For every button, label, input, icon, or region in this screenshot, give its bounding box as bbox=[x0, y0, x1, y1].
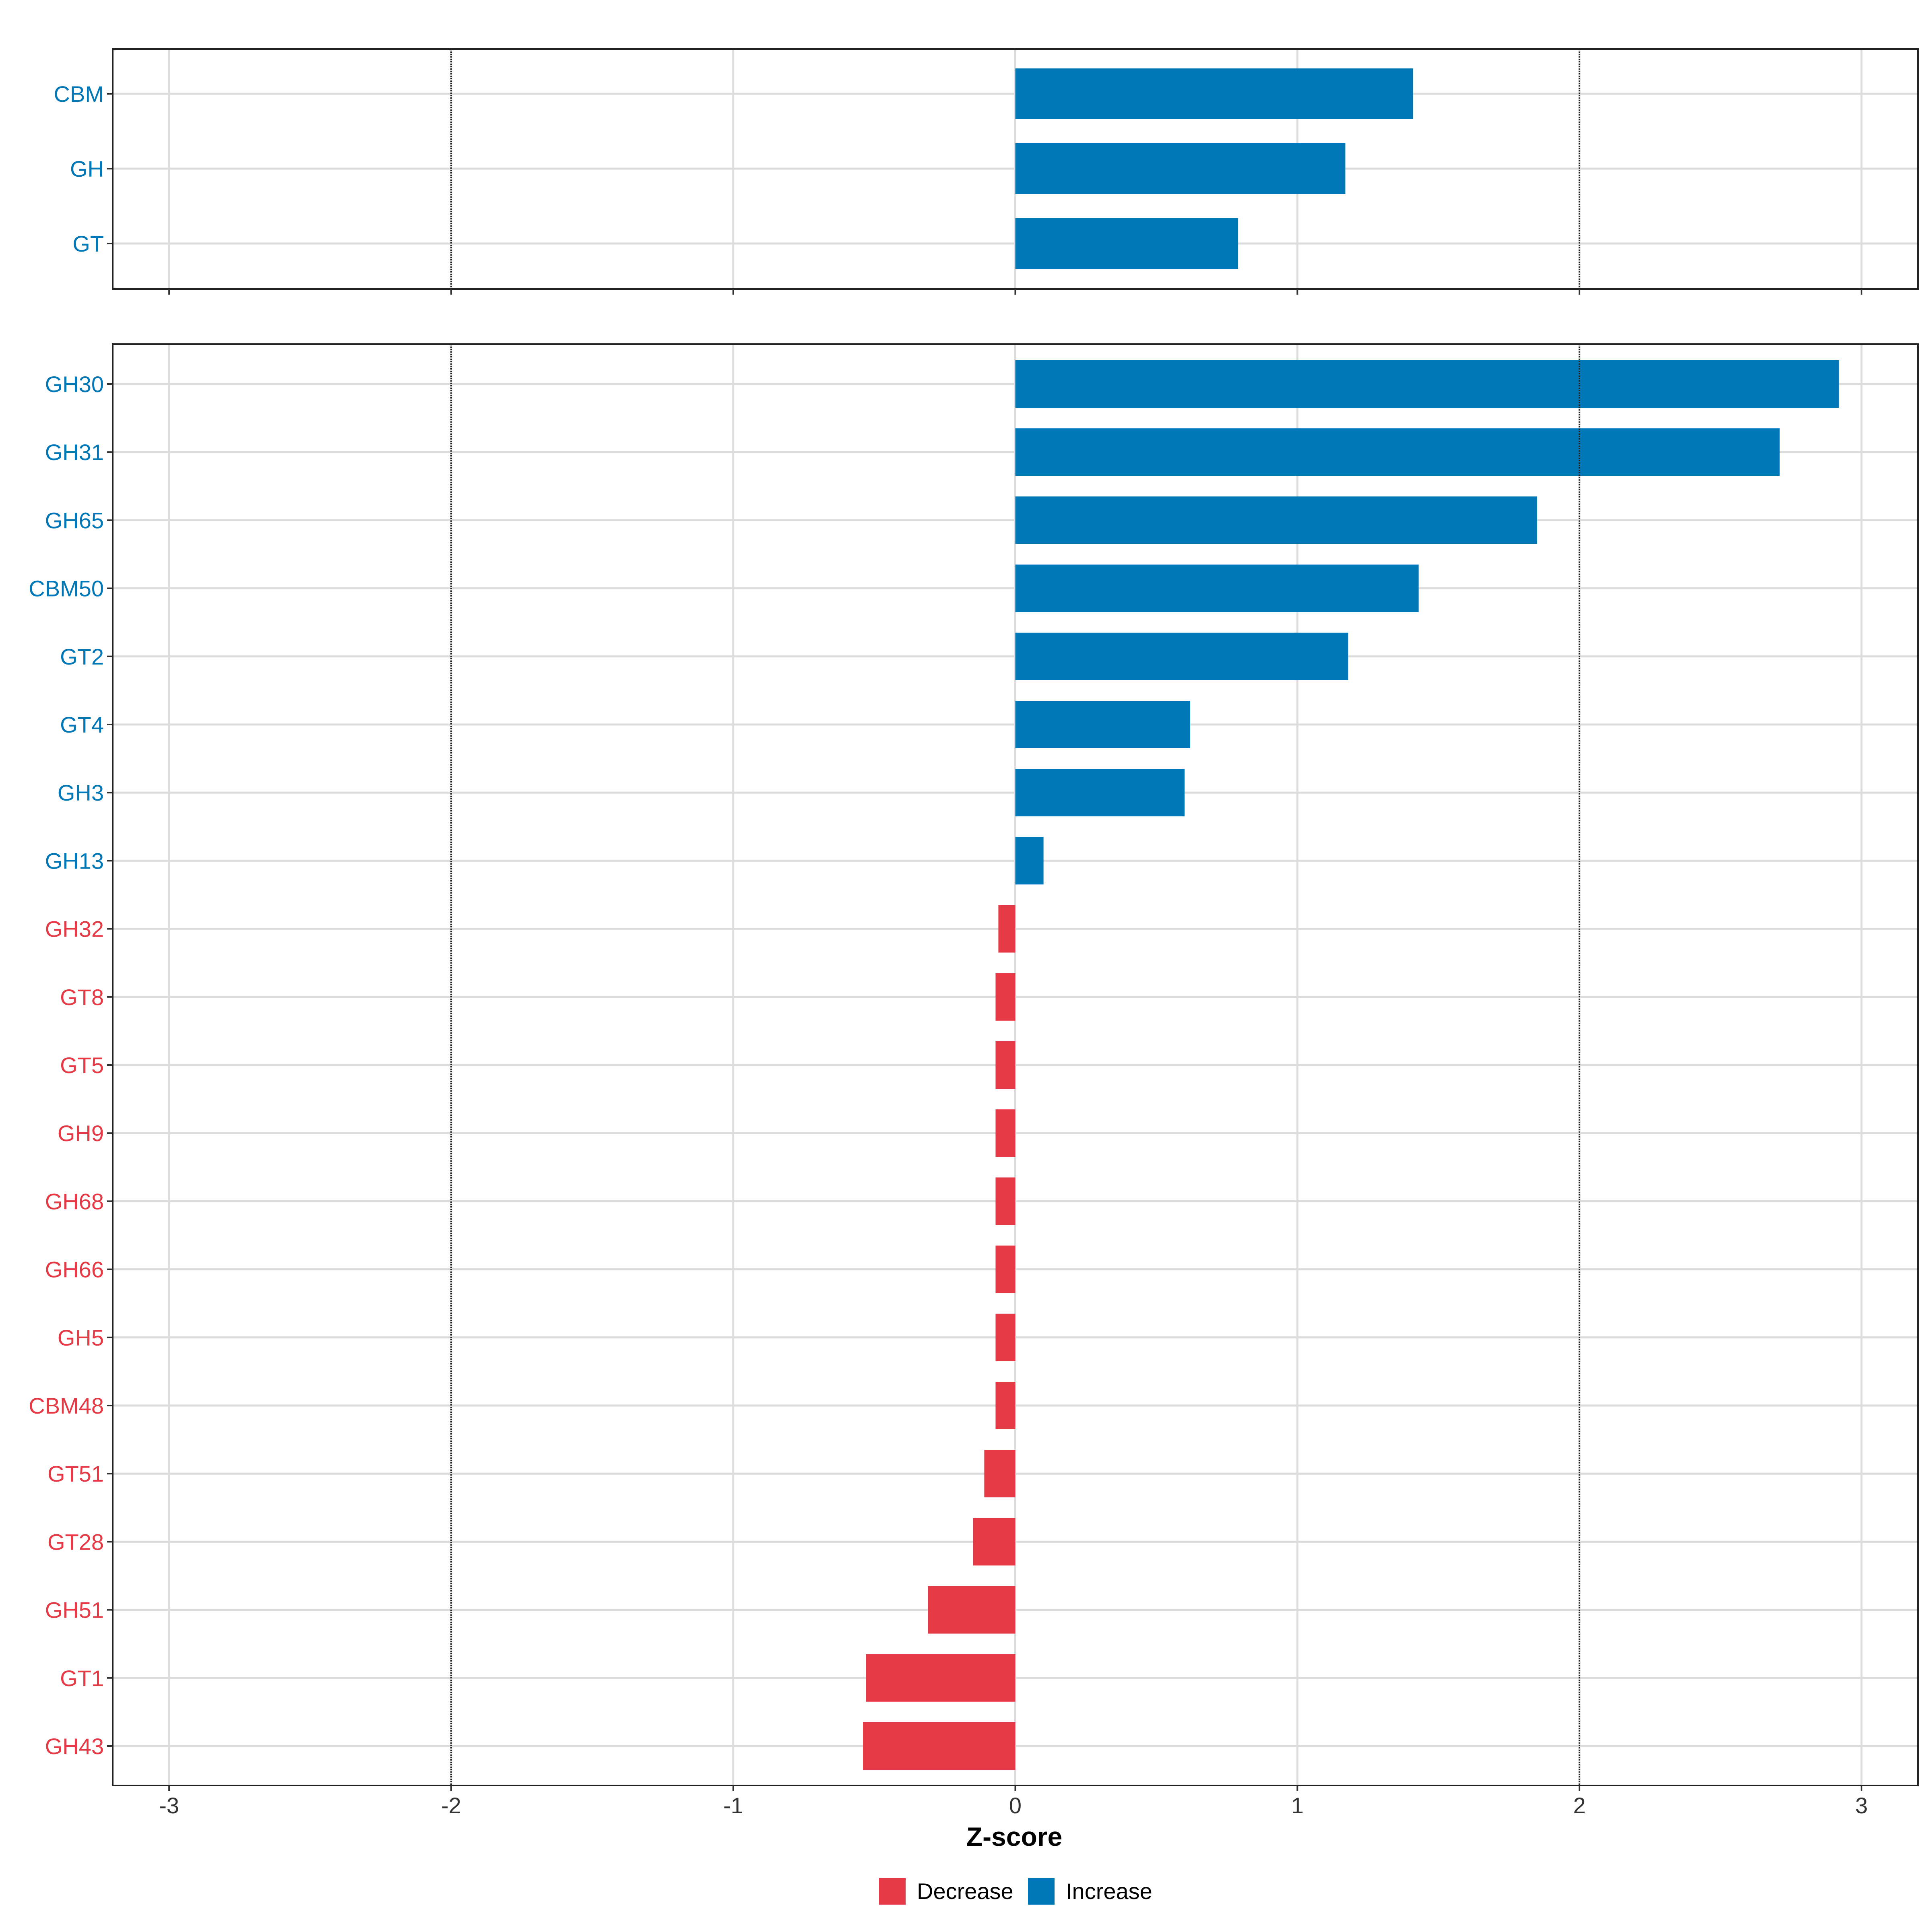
legend-swatch-decrease bbox=[879, 1878, 906, 1905]
bar-gt51 bbox=[984, 1450, 1016, 1498]
y-tick-label: GT1 bbox=[60, 1666, 104, 1691]
y-tick-label: GH9 bbox=[58, 1121, 104, 1146]
bar-gh43 bbox=[863, 1722, 1016, 1770]
bar-gh5 bbox=[995, 1313, 1016, 1361]
x-axis-title: Z-score bbox=[966, 1822, 1062, 1852]
bar-gh65 bbox=[1015, 496, 1537, 544]
x-tick-label: -2 bbox=[441, 1793, 461, 1818]
bar-gt1 bbox=[866, 1654, 1016, 1702]
bar-gh31 bbox=[1015, 428, 1780, 476]
bar-gh3 bbox=[1015, 769, 1185, 817]
y-tick-label: GT8 bbox=[60, 985, 104, 1010]
y-tick-label: GH30 bbox=[45, 372, 104, 397]
bar-gh68 bbox=[995, 1177, 1016, 1225]
y-tick-label: GH3 bbox=[58, 780, 104, 805]
x-tick-label: 3 bbox=[1855, 1793, 1868, 1818]
bar-gh13 bbox=[1015, 837, 1044, 885]
bar-gt2 bbox=[1015, 632, 1348, 680]
bar-gh bbox=[1015, 143, 1346, 194]
y-tick-label: CBM50 bbox=[29, 576, 104, 601]
y-tick-label: GT28 bbox=[47, 1529, 104, 1554]
legend-label-decrease: Decrease bbox=[917, 1878, 1013, 1904]
bar-gt5 bbox=[995, 1041, 1016, 1089]
bar-gt8 bbox=[995, 973, 1016, 1021]
bar-gh66 bbox=[995, 1245, 1016, 1293]
legend-label-increase: Increase bbox=[1066, 1878, 1152, 1904]
y-tick-label: GH51 bbox=[45, 1598, 104, 1623]
x-tick-label: 1 bbox=[1291, 1793, 1304, 1818]
x-tick-label: -1 bbox=[723, 1793, 743, 1818]
y-tick-label: CBM48 bbox=[29, 1393, 104, 1418]
bar-gh9 bbox=[995, 1109, 1016, 1157]
legend: Decrease Increase bbox=[879, 1878, 1152, 1905]
x-axis: -3 -2 -1 0 1 2 3 bbox=[159, 1793, 1868, 1818]
bar-gt28 bbox=[973, 1518, 1016, 1566]
bar-gt bbox=[1015, 218, 1238, 269]
y-tick-label: GH13 bbox=[45, 848, 104, 873]
y-tick-label: GH32 bbox=[45, 916, 104, 942]
bar-gh30 bbox=[1015, 360, 1839, 408]
y-tick-label: GT bbox=[72, 231, 104, 256]
y-tick-label: GT5 bbox=[60, 1053, 104, 1078]
y-tick-label: GT2 bbox=[60, 644, 104, 669]
y-tick-label: GT51 bbox=[47, 1461, 104, 1486]
panel-bottom: GH30 GH31 GH65 CBM50 GT2 GT4 GH3 GH13 GH32 GT8 GT5… bbox=[29, 343, 1919, 1791]
panel-top: CBM GH GT bbox=[54, 48, 1919, 295]
y-tick-label: GH65 bbox=[45, 508, 104, 533]
y-tick-label: GH5 bbox=[58, 1325, 104, 1350]
y-tick-label: GH66 bbox=[45, 1257, 104, 1282]
y-tick-label: GH bbox=[70, 156, 104, 182]
x-tick-label: 0 bbox=[1009, 1793, 1022, 1818]
bar-cbm bbox=[1015, 68, 1413, 119]
x-tick-label: -3 bbox=[159, 1793, 179, 1818]
bar-cbm48 bbox=[995, 1382, 1016, 1429]
y-tick-label: CBM bbox=[54, 81, 104, 107]
y-tick-label: GH68 bbox=[45, 1189, 104, 1214]
legend-swatch-increase bbox=[1028, 1878, 1055, 1905]
bar-gt4 bbox=[1015, 701, 1190, 748]
y-tick-label: GT4 bbox=[60, 712, 104, 737]
bar-gh51 bbox=[928, 1586, 1016, 1634]
x-tick-label: 2 bbox=[1573, 1793, 1585, 1818]
bar-cbm50 bbox=[1015, 564, 1419, 612]
bar-gh32 bbox=[998, 905, 1016, 953]
y-tick-label: GH43 bbox=[45, 1734, 104, 1759]
y-tick-label: GH31 bbox=[45, 440, 104, 465]
